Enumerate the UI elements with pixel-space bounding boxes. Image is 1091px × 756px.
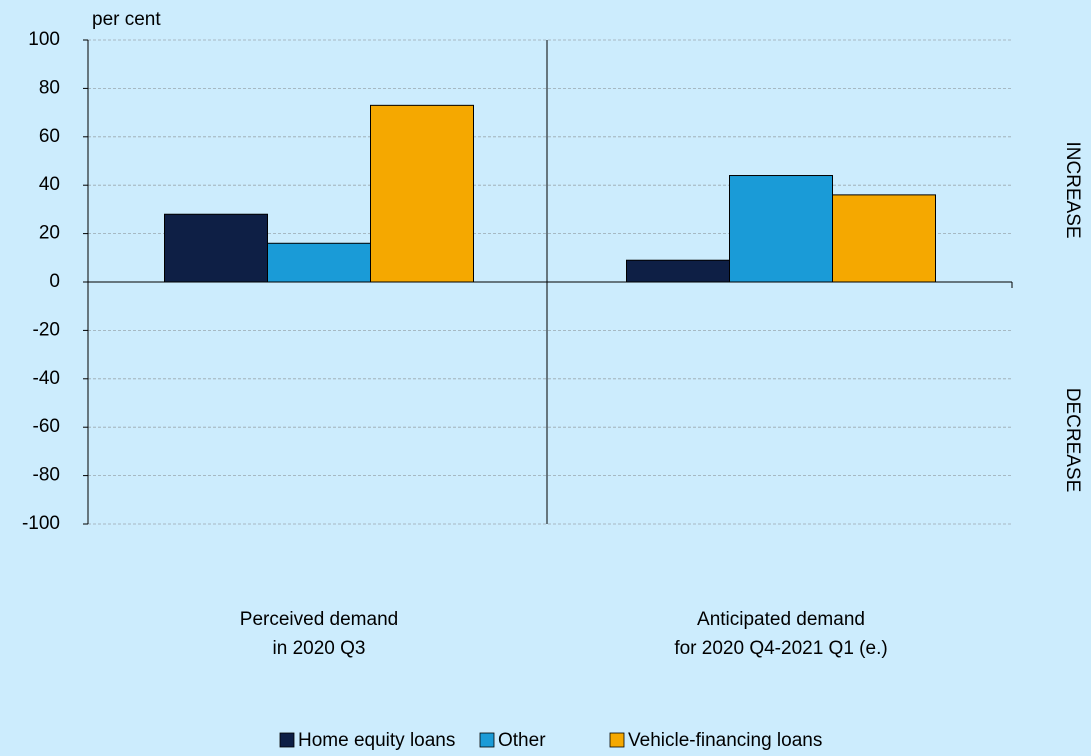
y-tick-label: -100: [22, 513, 60, 534]
y-tick-label: 20: [39, 223, 60, 244]
bar: [832, 194, 936, 283]
bar: [626, 259, 730, 283]
bar: [370, 104, 474, 283]
y-tick-label: -60: [33, 416, 60, 437]
y-tick-label: 0: [49, 271, 60, 292]
increase-label: INCREASE: [1062, 141, 1083, 238]
y-tick-label: -80: [33, 465, 60, 486]
bar: [729, 175, 833, 283]
y-tick-label: 60: [39, 126, 60, 147]
y-tick-label: -40: [33, 368, 60, 389]
x-tick-label: Perceived demand: [240, 609, 398, 630]
legend-swatch: [279, 732, 295, 748]
legend-label: Home equity loans: [298, 730, 455, 751]
y-tick-label: 40: [39, 174, 60, 195]
decrease-label: DECREASE: [1062, 388, 1083, 493]
bar: [164, 213, 268, 283]
legend-swatch: [609, 732, 625, 748]
legend-label: Other: [498, 730, 546, 751]
x-tick-label: for 2020 Q4-2021 Q1 (e.): [674, 638, 887, 659]
y-tick-label: -20: [33, 319, 60, 340]
y-tick-label: 80: [39, 77, 60, 98]
y-axis-label: per cent: [92, 9, 161, 30]
legend-label: Vehicle-financing loans: [628, 730, 822, 751]
x-tick-label: in 2020 Q3: [273, 638, 366, 659]
y-tick-label: 100: [28, 29, 60, 50]
bar: [267, 242, 371, 283]
legend-swatch: [479, 732, 495, 748]
x-tick-label: Anticipated demand: [697, 609, 865, 630]
